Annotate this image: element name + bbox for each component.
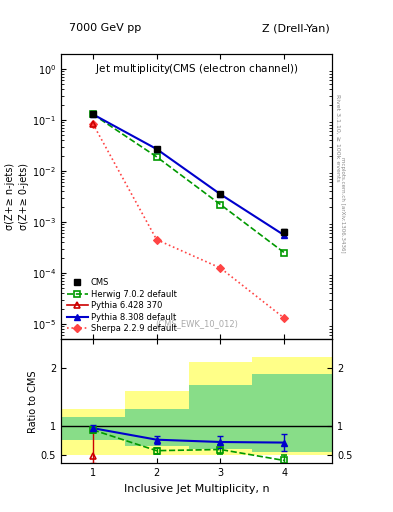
Bar [252,374,332,452]
Y-axis label: Ratio to CMS: Ratio to CMS [28,370,38,433]
Y-axis label: σ(Z+≥ n-jets)
σ(Z+≥ 0-jets): σ(Z+≥ n-jets) σ(Z+≥ 0-jets) [5,163,29,230]
Text: (CMS_EWK_10_012): (CMS_EWK_10_012) [155,319,238,328]
Text: Rivet 3.1.10, ≥ 100k events: Rivet 3.1.10, ≥ 100k events [335,94,340,182]
Text: 7000 GeV pp: 7000 GeV pp [69,23,141,33]
Bar [189,362,252,455]
X-axis label: Inclusive Jet Multiplicity, n: Inclusive Jet Multiplicity, n [124,484,269,494]
Bar [61,409,125,455]
Bar [252,356,332,455]
Text: Jet multiplicity$\!$(CMS (electron channel)): Jet multiplicity$\!$(CMS (electron chann… [95,62,298,76]
Text: Z (Drell-Yan): Z (Drell-Yan) [263,23,330,33]
Bar [125,409,189,446]
Text: mcplots.cern.ch [arXiv:1306.3436]: mcplots.cern.ch [arXiv:1306.3436] [340,157,345,252]
Bar [125,391,189,455]
Legend: CMS, Herwig 7.0.2 default, Pythia 6.428 370, Pythia 8.308 default, Sherpa 2.2.9 : CMS, Herwig 7.0.2 default, Pythia 6.428 … [65,277,178,335]
Bar [189,386,252,449]
Bar [61,417,125,440]
